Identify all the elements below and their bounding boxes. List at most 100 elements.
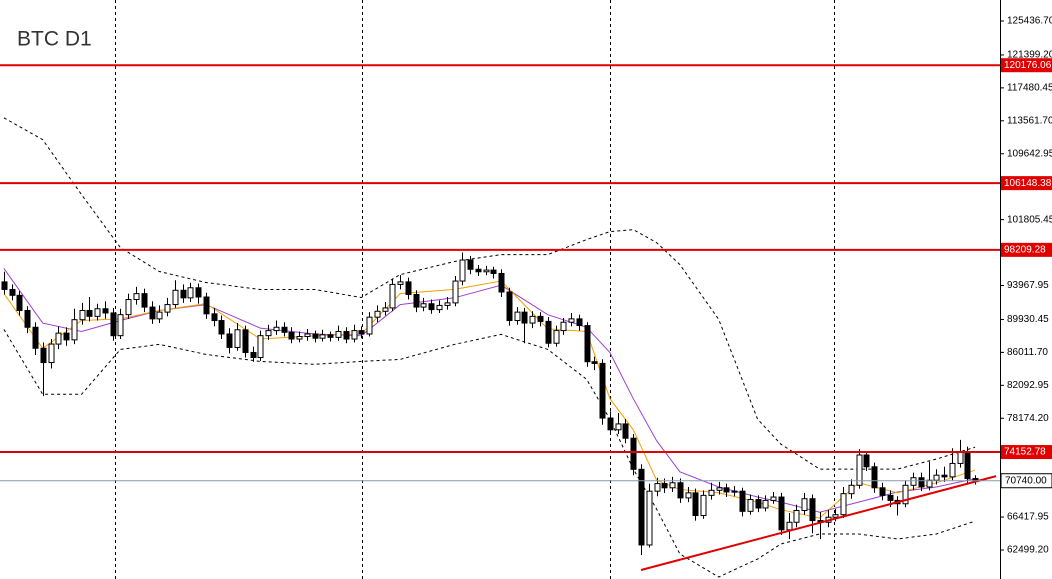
candle-body [879, 487, 886, 496]
candle-body [452, 280, 459, 304]
candle-body [327, 334, 334, 338]
candle-body [265, 330, 272, 337]
candle-body [490, 269, 497, 274]
candle-body [428, 303, 435, 311]
band-line [3, 329, 976, 578]
candle-body [483, 269, 490, 273]
candle-body [366, 316, 373, 335]
candle-body [288, 331, 295, 340]
candle-body [382, 307, 389, 312]
candle-body [933, 474, 940, 481]
y-tick-label: 109642.95 [1007, 148, 1052, 159]
candle-body [218, 320, 225, 335]
candle-body [389, 283, 396, 309]
level-box [1001, 58, 1052, 73]
y-tick-label: 78174.20 [1007, 413, 1049, 424]
candle-body [832, 514, 839, 518]
level-label: 120176.06 [1004, 60, 1052, 71]
candle-body [568, 318, 575, 323]
candle-body [211, 313, 218, 322]
candle-body [172, 289, 179, 306]
candle-body [405, 281, 412, 295]
candle-body [48, 343, 55, 364]
candle-body [141, 293, 148, 308]
candle-body [351, 330, 358, 340]
candle-body [335, 330, 342, 338]
candle-body [94, 308, 101, 317]
moving-average [3, 268, 976, 513]
candle-body [638, 468, 645, 546]
candle-body [622, 423, 629, 439]
candle-body [856, 454, 863, 486]
candle-body [739, 490, 746, 512]
candle-body [716, 487, 723, 491]
candle-body [71, 319, 78, 341]
candle-body [203, 296, 210, 315]
candle-body [591, 361, 598, 364]
candle-body [630, 437, 637, 470]
candle-body [397, 281, 404, 285]
y-tick-label: 117480.45 [1007, 83, 1052, 94]
candle-body [599, 362, 606, 419]
candle-body [545, 320, 552, 344]
candle-body [304, 333, 311, 338]
y-tick-label: 93967.95 [1007, 280, 1049, 291]
candle-body [654, 483, 661, 492]
candle-body [133, 293, 140, 301]
y-tick-label: 89930.45 [1007, 314, 1049, 325]
candle-body [86, 309, 93, 317]
candle-body [79, 309, 86, 321]
level-label: 74152.78 [1004, 447, 1046, 458]
y-tick-label: 86011.70 [1007, 347, 1048, 358]
candle-body [661, 483, 668, 489]
chart-title: BTC D1 [17, 28, 92, 51]
candle-body [529, 315, 536, 324]
candle-body [156, 311, 163, 320]
candle-body [887, 494, 894, 501]
candle-body [164, 304, 171, 313]
candle-body [467, 259, 474, 270]
candle-body [778, 496, 785, 531]
candle-body [273, 326, 280, 332]
candle-body [553, 330, 560, 344]
candle-body [537, 315, 544, 322]
candle-body [747, 499, 754, 512]
trendline [640, 475, 997, 571]
candle-body [374, 310, 381, 318]
y-tick-label: 101805.45 [1007, 214, 1052, 225]
candle-body [242, 329, 249, 353]
candle-body [16, 294, 23, 311]
candle-body [312, 333, 319, 339]
level-label: 98209.28 [1004, 244, 1046, 255]
y-tick-label: 113561.70 [1007, 115, 1052, 126]
candle-body [941, 474, 948, 478]
candle-body [949, 462, 956, 478]
candle-body [692, 492, 699, 517]
candle-body [24, 309, 31, 328]
candle-body [669, 482, 676, 489]
candle-body [226, 333, 233, 348]
candle-body [910, 477, 917, 486]
candle-body [296, 336, 303, 340]
candle-body [770, 496, 777, 501]
candle-body [413, 293, 420, 308]
candle-body [560, 321, 567, 332]
candle-body [32, 326, 39, 349]
last-price-label: 70740.00 [1005, 475, 1047, 486]
candle-body [63, 332, 70, 341]
candle-body [615, 423, 622, 431]
candle-body [498, 272, 505, 293]
candle-body [863, 454, 870, 468]
candle-body [957, 451, 964, 464]
candle-body [343, 330, 350, 340]
candle-body [708, 489, 715, 496]
candle-body [9, 288, 16, 296]
candle-body [102, 308, 109, 314]
level-box [1001, 242, 1052, 257]
candle-body [420, 303, 427, 308]
candle-body [110, 312, 117, 337]
candle-body [195, 287, 202, 298]
candle-body [319, 334, 326, 339]
